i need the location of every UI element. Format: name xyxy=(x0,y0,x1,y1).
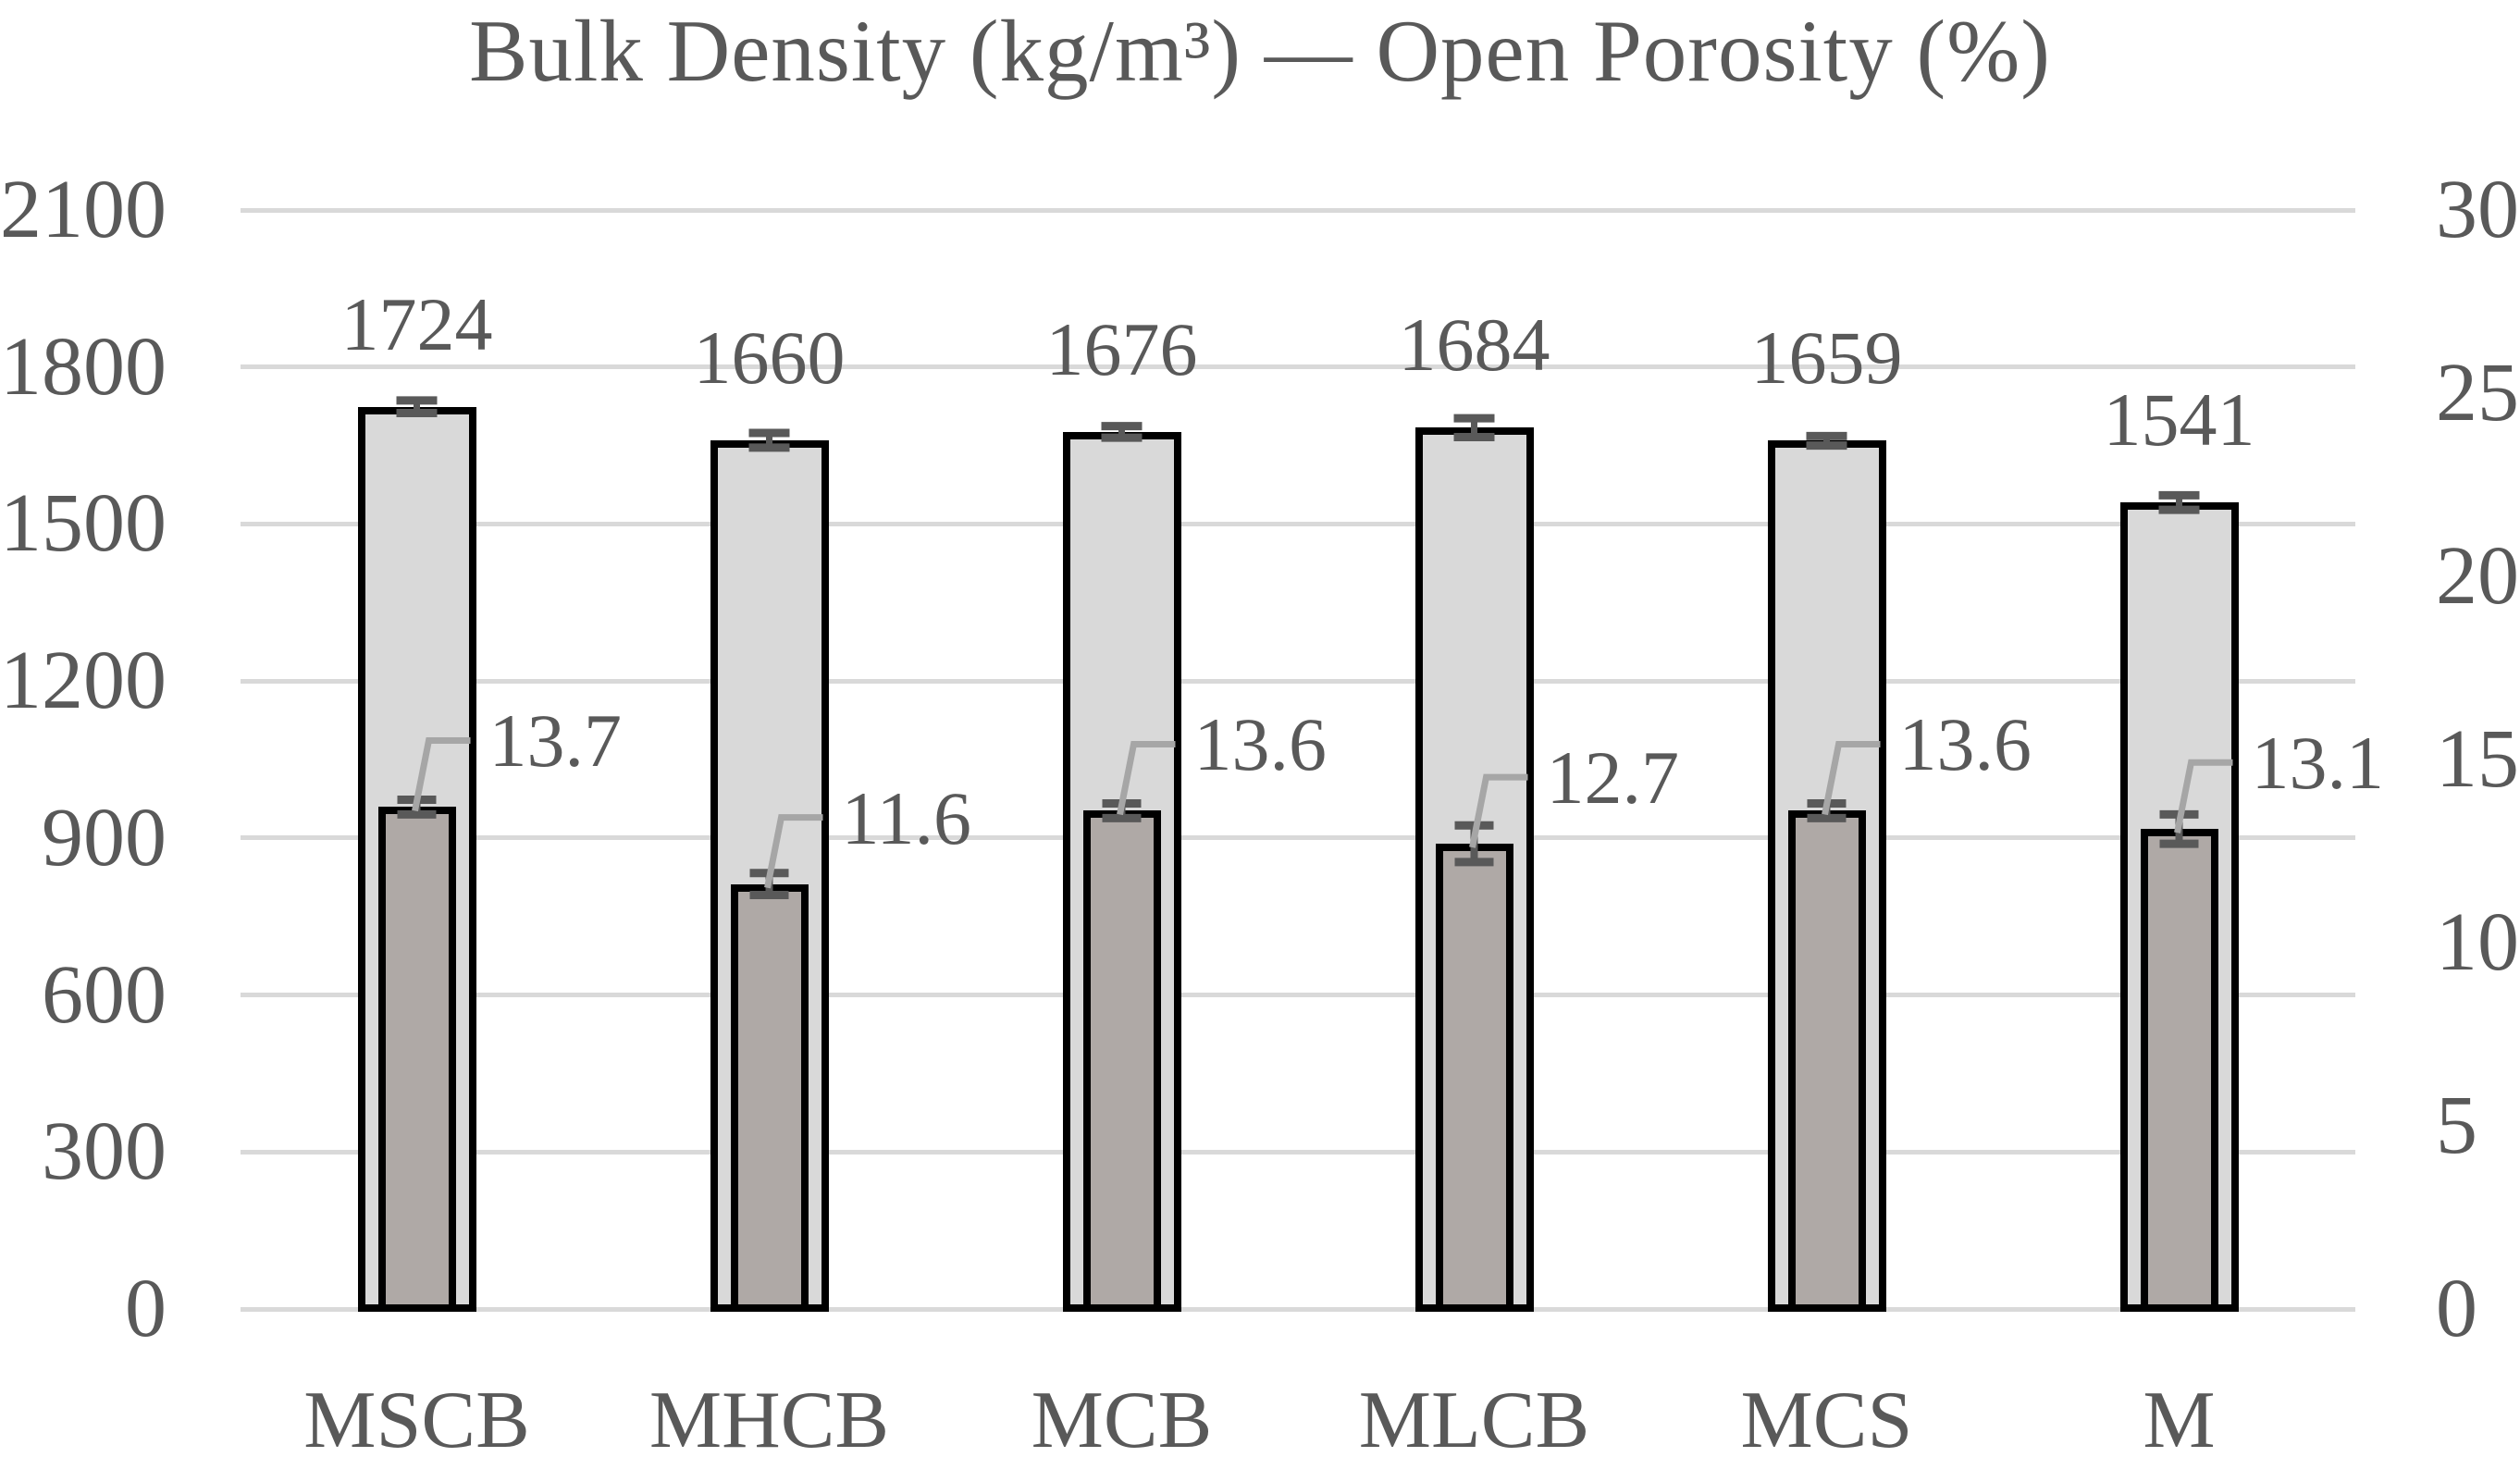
x-axis-category-label: MLCB xyxy=(1358,1376,1590,1457)
density-value-label: 1684 xyxy=(1398,303,1550,388)
x-axis-category-label: MCB xyxy=(1031,1376,1213,1457)
gridline xyxy=(241,835,2355,841)
left-axis-tick-label: 1500 xyxy=(0,477,167,570)
porosity-value-label: 11.6 xyxy=(841,775,971,860)
left-axis-tick-label: 1200 xyxy=(0,635,167,727)
left-axis-tick-label: 0 xyxy=(125,1263,167,1354)
x-axis-category-label: M xyxy=(2143,1376,2216,1457)
chart-title: Bulk Density (kg/m³) — Open Porosity (%) xyxy=(469,2,2051,100)
right-axis-tick-label: 25 xyxy=(2436,347,2519,438)
porosity-bar xyxy=(1787,810,1866,1312)
porosity-value-label: 13.6 xyxy=(1193,702,1328,787)
right-axis-tick-label: 5 xyxy=(2436,1080,2477,1171)
density-value-label: 1676 xyxy=(1045,306,1198,391)
porosity-bar xyxy=(2140,829,2218,1312)
right-axis-tick-label: 10 xyxy=(2436,896,2519,988)
gridline xyxy=(241,1306,2355,1312)
density-value-label: 1541 xyxy=(2103,377,2255,463)
x-axis-category-label: MHCB xyxy=(649,1376,890,1457)
left-axis-tick-label: 900 xyxy=(42,791,167,883)
porosity-bar xyxy=(730,883,809,1312)
density-value-label: 1659 xyxy=(1750,315,1903,401)
porosity-value-label: 13.6 xyxy=(1898,702,2032,787)
gridline xyxy=(241,678,2355,684)
left-axis-tick-label: 300 xyxy=(42,1105,167,1198)
right-axis-tick-label: 0 xyxy=(2436,1263,2477,1354)
right-axis-tick-label: 30 xyxy=(2436,164,2519,255)
porosity-bar xyxy=(1082,810,1161,1312)
gridline xyxy=(241,993,2355,998)
right-axis-tick-label: 20 xyxy=(2436,530,2519,622)
porosity-bar xyxy=(377,807,456,1312)
gridline xyxy=(241,207,2355,213)
porosity-value-label: 13.7 xyxy=(488,698,623,784)
gridline xyxy=(241,364,2355,370)
left-axis-tick-label: 1800 xyxy=(0,320,167,413)
left-axis-tick-label: 2100 xyxy=(0,164,167,255)
x-axis-category-label: MSCB xyxy=(303,1376,530,1457)
porosity-value-label: 13.1 xyxy=(2251,721,2385,806)
porosity-value-label: 12.7 xyxy=(1546,735,1680,821)
gridline xyxy=(241,521,2355,526)
density-value-label: 1724 xyxy=(340,281,493,366)
porosity-bar xyxy=(1435,844,1513,1312)
right-axis-tick-label: 15 xyxy=(2436,713,2519,805)
x-axis-category-label: MCS xyxy=(1740,1376,1913,1457)
left-axis-tick-label: 600 xyxy=(42,948,167,1041)
gridline xyxy=(241,1149,2355,1154)
density-value-label: 1660 xyxy=(693,315,846,400)
